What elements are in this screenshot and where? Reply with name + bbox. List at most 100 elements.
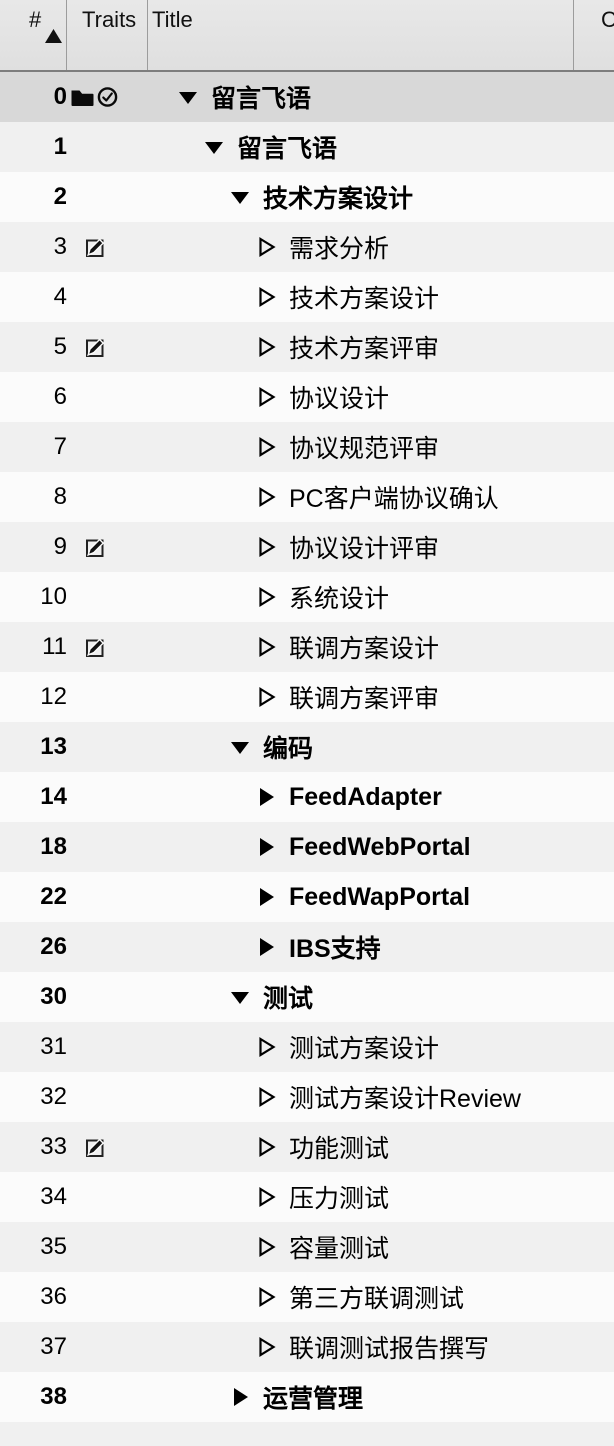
triangle-right-outline-icon[interactable] [256,537,276,557]
note-icon[interactable] [84,336,107,359]
table-row[interactable]: 37 联调测试报告撰写 [0,1322,614,1372]
table-row[interactable]: 30 测试 [0,972,614,1022]
disclosure-triangle[interactable] [256,287,276,307]
note-icon[interactable] [84,636,107,659]
table-row-partial[interactable] [0,1422,614,1446]
table-row[interactable]: 6 协议设计 [0,372,614,422]
row-number: 32 [40,1083,67,1110]
triangle-down-filled-icon[interactable] [204,137,224,157]
triangle-right-outline-icon[interactable] [256,587,276,607]
table-row[interactable]: 2 技术方案设计 [0,172,614,222]
triangle-right-outline-icon[interactable] [256,237,276,257]
table-row[interactable]: 35 容量测试 [0,1222,614,1272]
table-row[interactable]: 14 FeedAdapter [0,772,614,822]
disclosure-triangle[interactable] [256,1237,276,1257]
table-row[interactable]: 1 留言飞语 [0,122,614,172]
triangle-right-outline-icon[interactable] [256,387,276,407]
table-row[interactable]: 32 测试方案设计Review [0,1072,614,1122]
triangle-right-outline-icon[interactable] [256,287,276,307]
disclosure-triangle[interactable] [178,87,198,107]
table-row[interactable]: 0 留言飞语 [0,72,614,122]
disclosure-triangle[interactable] [256,537,276,557]
table-row[interactable]: 10 系统设计 [0,572,614,622]
triangle-down-filled-icon[interactable] [178,87,198,107]
disclosure-triangle[interactable] [256,1187,276,1207]
column-divider[interactable] [573,0,574,70]
disclosure-triangle[interactable] [256,487,276,507]
column-header-title[interactable]: Title [152,7,193,32]
triangle-right-outline-icon[interactable] [256,1087,276,1107]
disclosure-triangle[interactable] [230,187,250,207]
row-number: 13 [40,733,67,760]
task-title: 联调方案设计 [289,635,440,663]
triangle-right-outline-icon[interactable] [256,1037,276,1057]
disclosure-triangle[interactable] [256,887,276,907]
disclosure-triangle[interactable] [256,587,276,607]
triangle-right-outline-icon[interactable] [256,1287,276,1307]
disclosure-triangle[interactable] [256,237,276,257]
triangle-right-outline-icon[interactable] [256,337,276,357]
traits-cell [84,336,107,359]
disclosure-triangle[interactable] [256,1037,276,1057]
disclosure-triangle[interactable] [256,837,276,857]
table-row[interactable]: 36 第三方联调测试 [0,1272,614,1322]
triangle-right-filled-icon[interactable] [256,937,276,957]
table-row[interactable]: 5 技术方案评审 [0,322,614,372]
triangle-right-outline-icon[interactable] [256,1337,276,1357]
triangle-down-filled-icon[interactable] [230,737,250,757]
note-icon[interactable] [84,536,107,559]
triangle-right-filled-icon[interactable] [256,887,276,907]
disclosure-triangle[interactable] [230,1387,250,1407]
triangle-right-filled-icon[interactable] [230,1387,250,1407]
triangle-right-filled-icon[interactable] [256,787,276,807]
disclosure-triangle[interactable] [256,1337,276,1357]
triangle-down-filled-icon[interactable] [230,187,250,207]
title-cell: 运营管理 [230,1372,363,1422]
column-header-number[interactable]: # [29,7,42,32]
column-divider[interactable] [66,0,67,70]
table-row[interactable]: 11 联调方案设计 [0,622,614,672]
triangle-right-outline-icon[interactable] [256,1237,276,1257]
table-row[interactable]: 31 测试方案设计 [0,1022,614,1072]
table-row[interactable]: 9 协议设计评审 [0,522,614,572]
triangle-down-filled-icon[interactable] [230,987,250,1007]
table-row[interactable]: 34 压力测试 [0,1172,614,1222]
table-row[interactable]: 26 IBS支持 [0,922,614,972]
table-row[interactable]: 8 PC客户端协议确认 [0,472,614,522]
column-header-traits[interactable]: Traits [82,7,137,32]
disclosure-triangle[interactable] [256,637,276,657]
disclosure-triangle[interactable] [256,1287,276,1307]
triangle-right-filled-icon[interactable] [256,837,276,857]
triangle-right-outline-icon[interactable] [256,1187,276,1207]
disclosure-triangle[interactable] [204,137,224,157]
disclosure-triangle[interactable] [230,987,250,1007]
triangle-right-outline-icon[interactable] [256,1137,276,1157]
table-row[interactable]: 3 需求分析 [0,222,614,272]
disclosure-triangle[interactable] [256,1137,276,1157]
disclosure-triangle[interactable] [256,787,276,807]
table-row[interactable]: 18 FeedWebPortal [0,822,614,872]
disclosure-triangle[interactable] [256,1087,276,1107]
note-icon[interactable] [84,1136,107,1159]
table-row[interactable]: 7 协议规范评审 [0,422,614,472]
triangle-right-outline-icon[interactable] [256,687,276,707]
column-header-clipped[interactable]: C [601,7,614,32]
triangle-right-outline-icon[interactable] [256,637,276,657]
table-row[interactable]: 22 FeedWapPortal [0,872,614,922]
disclosure-triangle[interactable] [256,337,276,357]
disclosure-triangle[interactable] [256,687,276,707]
disclosure-triangle[interactable] [256,437,276,457]
disclosure-triangle[interactable] [256,937,276,957]
disclosure-triangle[interactable] [256,387,276,407]
table-row[interactable]: 13 编码 [0,722,614,772]
table-row[interactable]: 33 功能测试 [0,1122,614,1172]
note-icon[interactable] [84,236,107,259]
triangle-right-outline-icon[interactable] [256,437,276,457]
table-row[interactable]: 38 运营管理 [0,1372,614,1422]
table-row[interactable]: 12 联调方案评审 [0,672,614,722]
triangle-right-outline-icon[interactable] [256,487,276,507]
title-cell: 系统设计 [256,572,389,622]
table-row[interactable]: 4 技术方案设计 [0,272,614,322]
disclosure-triangle[interactable] [230,737,250,757]
column-divider[interactable] [147,0,148,70]
